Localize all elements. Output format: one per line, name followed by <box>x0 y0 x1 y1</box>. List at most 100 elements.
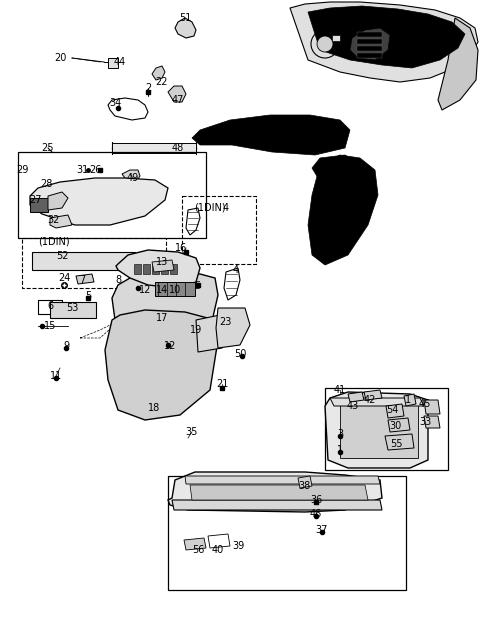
Polygon shape <box>155 282 195 296</box>
Polygon shape <box>50 302 96 318</box>
Text: 30: 30 <box>389 421 401 431</box>
Text: 12: 12 <box>139 285 151 295</box>
Polygon shape <box>312 155 360 182</box>
Bar <box>325 388 448 470</box>
Text: 4: 4 <box>233 265 239 275</box>
Polygon shape <box>50 215 72 228</box>
Text: 13: 13 <box>156 257 168 267</box>
Polygon shape <box>185 476 380 484</box>
Polygon shape <box>105 310 218 420</box>
Polygon shape <box>30 198 48 212</box>
Text: 9: 9 <box>63 341 69 351</box>
Polygon shape <box>308 6 465 68</box>
Text: 5: 5 <box>194 281 200 291</box>
Polygon shape <box>388 418 410 432</box>
Text: (1DIN): (1DIN) <box>38 237 70 247</box>
Polygon shape <box>308 155 378 265</box>
Polygon shape <box>143 264 150 274</box>
Text: 43: 43 <box>347 401 359 411</box>
Text: 56: 56 <box>192 545 204 555</box>
Polygon shape <box>385 434 414 450</box>
Text: 11: 11 <box>50 371 62 381</box>
Polygon shape <box>424 416 440 428</box>
Text: (1DIN): (1DIN) <box>194 203 226 213</box>
Text: 22: 22 <box>156 77 168 87</box>
Polygon shape <box>348 392 364 402</box>
Text: 32: 32 <box>47 215 59 225</box>
Polygon shape <box>350 28 390 60</box>
Text: 2: 2 <box>145 83 151 93</box>
Text: 8: 8 <box>115 275 121 285</box>
Polygon shape <box>116 250 200 288</box>
Polygon shape <box>122 170 140 182</box>
Text: 34: 34 <box>109 98 121 108</box>
Bar <box>332 35 340 41</box>
Text: 48: 48 <box>172 143 184 153</box>
Text: 49: 49 <box>127 173 139 183</box>
Text: 25: 25 <box>42 143 54 153</box>
Text: 42: 42 <box>364 395 376 405</box>
Polygon shape <box>170 264 177 274</box>
Polygon shape <box>168 86 186 102</box>
Polygon shape <box>152 66 165 80</box>
Text: 3: 3 <box>337 429 343 439</box>
Text: 39: 39 <box>232 541 244 551</box>
Text: 1: 1 <box>337 445 343 455</box>
Polygon shape <box>134 264 141 274</box>
Polygon shape <box>216 308 250 348</box>
Polygon shape <box>404 394 416 406</box>
Polygon shape <box>112 272 218 358</box>
Polygon shape <box>152 260 174 272</box>
Text: 19: 19 <box>190 325 202 335</box>
Polygon shape <box>112 143 196 153</box>
Text: 53: 53 <box>66 303 78 313</box>
Text: 23: 23 <box>219 317 231 327</box>
Text: 35: 35 <box>186 427 198 437</box>
Polygon shape <box>340 405 418 458</box>
Text: 29: 29 <box>16 165 28 175</box>
Polygon shape <box>364 390 382 400</box>
Polygon shape <box>184 538 206 550</box>
Text: 51: 51 <box>179 13 191 23</box>
Polygon shape <box>32 252 135 270</box>
Bar <box>182 196 256 264</box>
Polygon shape <box>298 476 312 488</box>
Polygon shape <box>357 39 382 44</box>
Polygon shape <box>386 404 404 418</box>
Text: 27: 27 <box>30 195 42 205</box>
Text: 5: 5 <box>85 291 91 301</box>
Text: 16: 16 <box>175 243 187 253</box>
Bar <box>18 152 206 238</box>
Text: 50: 50 <box>234 349 246 359</box>
Polygon shape <box>424 400 440 414</box>
Polygon shape <box>152 264 159 274</box>
Text: 31: 31 <box>76 165 88 175</box>
Polygon shape <box>357 46 382 51</box>
Text: 55: 55 <box>390 439 402 449</box>
Polygon shape <box>76 274 94 284</box>
Bar <box>168 476 406 590</box>
Polygon shape <box>190 485 368 500</box>
Text: 44: 44 <box>114 57 126 67</box>
Bar <box>22 238 166 288</box>
Text: 41: 41 <box>334 385 346 395</box>
Text: 37: 37 <box>316 525 328 535</box>
Text: 15: 15 <box>44 321 56 331</box>
Polygon shape <box>192 115 350 155</box>
Polygon shape <box>175 18 196 38</box>
Polygon shape <box>438 18 478 110</box>
Polygon shape <box>196 315 226 352</box>
Text: 7: 7 <box>79 275 85 285</box>
Text: 46: 46 <box>310 509 322 519</box>
Polygon shape <box>357 53 382 58</box>
Polygon shape <box>290 2 478 82</box>
Text: 47: 47 <box>172 95 184 105</box>
Text: 4: 4 <box>223 203 229 213</box>
Text: 17: 17 <box>156 313 168 323</box>
Polygon shape <box>30 178 168 225</box>
Text: 24: 24 <box>58 273 70 283</box>
Polygon shape <box>357 32 382 37</box>
Text: 18: 18 <box>148 403 160 413</box>
Polygon shape <box>161 264 168 274</box>
Text: 10: 10 <box>169 285 181 295</box>
